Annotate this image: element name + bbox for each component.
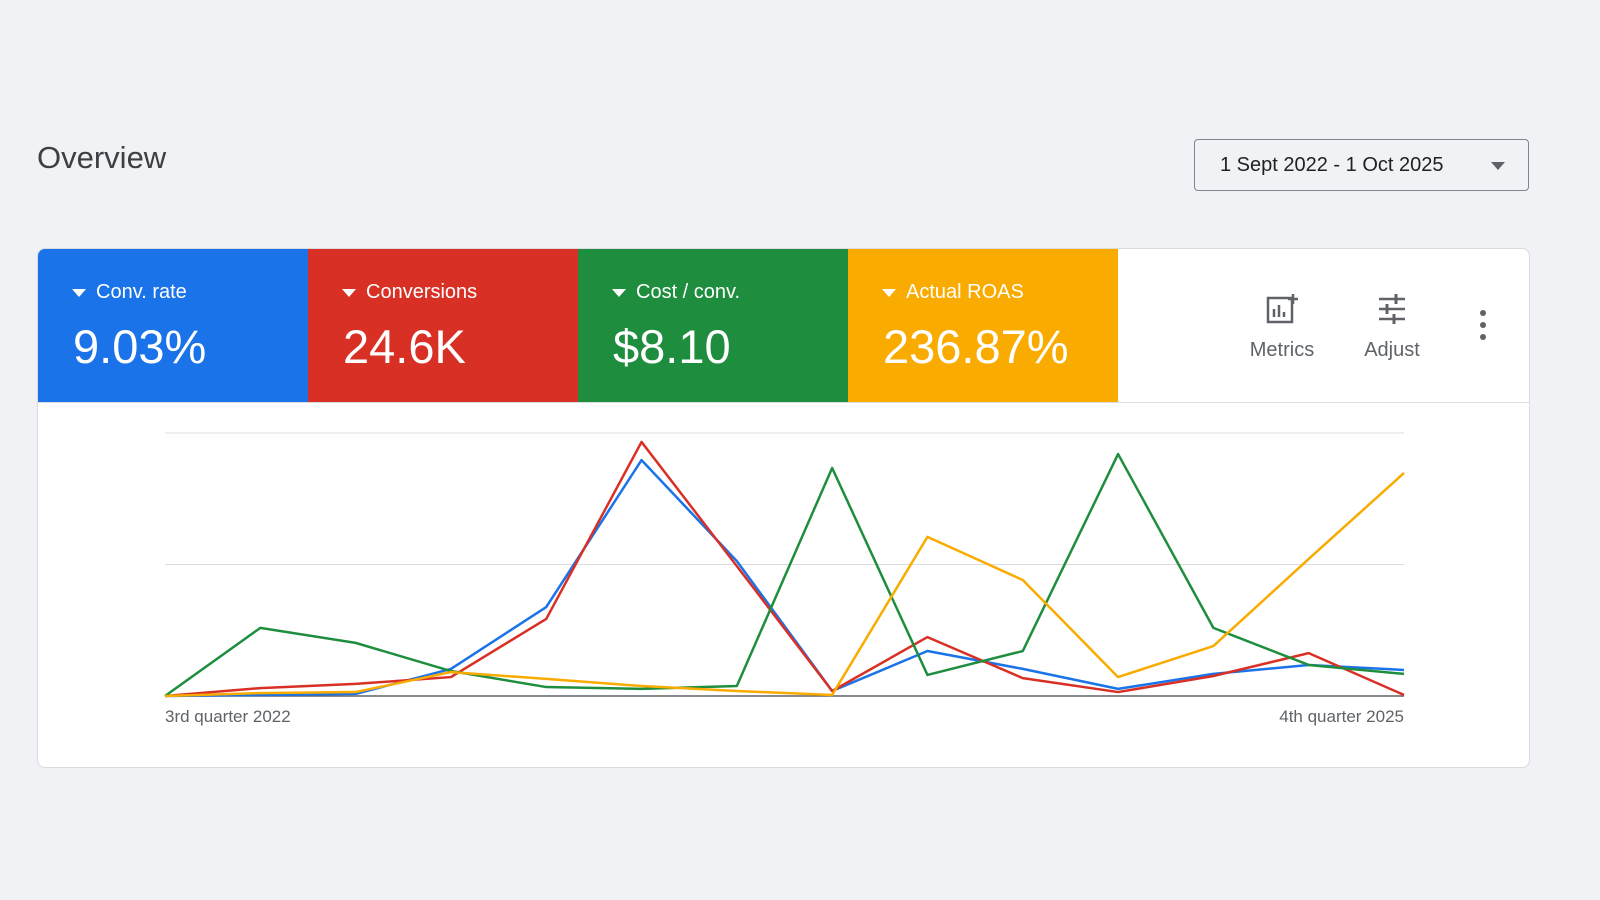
series-line: [164, 452, 1405, 698]
more-button[interactable]: [1476, 309, 1490, 341]
divider: [38, 402, 1529, 403]
dropdown-icon: [342, 289, 356, 297]
x-tick-label: 3rd quarter 2022: [165, 707, 291, 726]
metrics-label: Metrics: [1249, 339, 1315, 361]
metric-value: $8.10: [613, 320, 731, 373]
adjust-icon: [1379, 294, 1405, 324]
adjust-button[interactable]: Adjust: [1342, 293, 1442, 362]
metric-label: Conv. rate: [96, 281, 187, 303]
metric-value: 9.03%: [73, 320, 207, 373]
metric-cards: Conv. rate 9.03% Conversions 24.6K Cost / co…: [38, 249, 1118, 402]
adjust-label: Adjust: [1364, 339, 1420, 361]
metric-value: 24.6K: [343, 320, 466, 373]
date-range: 1 Sept 2022 - 1 Oct 2025: [1220, 153, 1444, 176]
line-chart: 3rd quarter 2022 4th quarter 2025: [164, 432, 1405, 726]
metric-card[interactable]: Conversions 24.6K: [308, 249, 578, 402]
overview-panel: Conv. rate 9.03% Conversions 24.6K Cost / co…: [37, 248, 1530, 768]
x-tick-label: 4th quarter 2025: [1279, 707, 1404, 726]
dropdown-icon: [612, 289, 626, 297]
dropdown-icon: [72, 289, 86, 297]
triangle: [612, 289, 626, 297]
dropdown-icon: [1491, 162, 1505, 170]
series-line: [164, 440, 1405, 698]
date-range-button[interactable]: 1 Sept 2022 - 1 Oct 2025: [1194, 139, 1529, 191]
metrics-button[interactable]: Metrics: [1232, 293, 1332, 362]
metric-card[interactable]: Cost / conv. $8.10: [578, 249, 848, 402]
page-title: Overview: [37, 140, 167, 175]
dropdown-icon: [882, 289, 896, 297]
metrics-icon: [1266, 294, 1298, 324]
series-line: [164, 472, 1405, 698]
metric-card[interactable]: Conv. rate 9.03%: [38, 249, 308, 402]
triangle: [72, 289, 86, 297]
metric-label: Cost / conv.: [636, 281, 741, 303]
metric-label: Actual ROAS: [906, 281, 1024, 303]
triangle: [882, 289, 896, 297]
metric-value: 236.87%: [883, 320, 1069, 373]
metric-card[interactable]: Actual ROAS 236.87%: [848, 249, 1118, 402]
metric-label: Conversions: [366, 281, 478, 303]
triangle: [342, 289, 356, 297]
